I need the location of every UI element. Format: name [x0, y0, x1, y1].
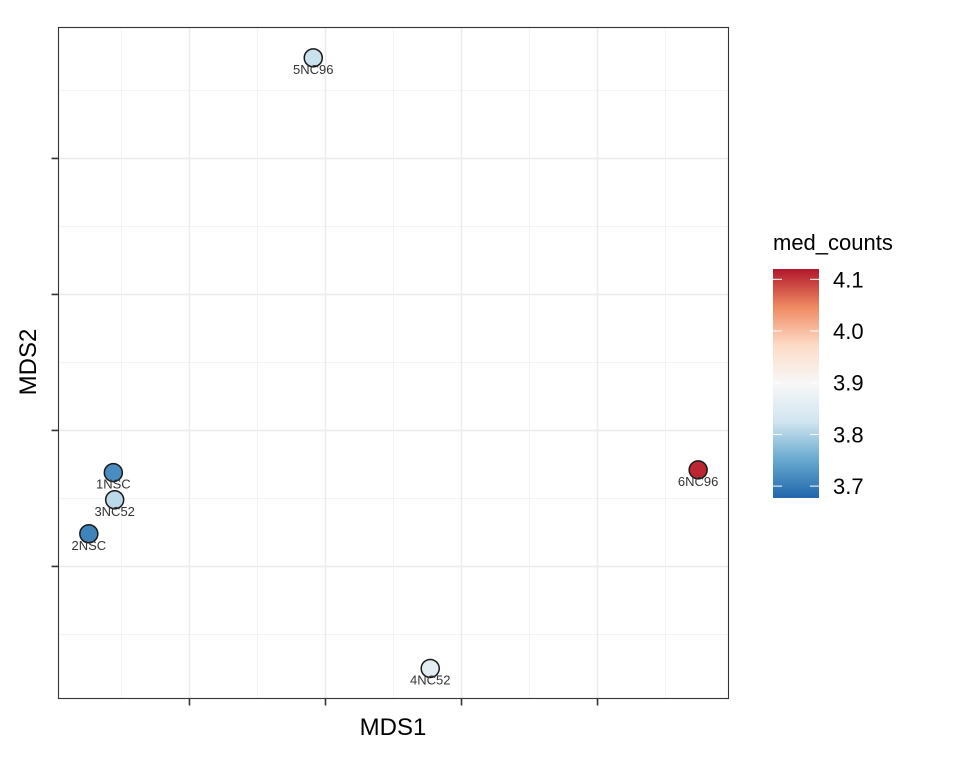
data-point-3NC52: 3NC52 [94, 490, 135, 519]
colorbar-tick-label: 3.9 [833, 371, 864, 396]
point-label: 1NSC [96, 477, 131, 492]
colorbar-tick-label: 3.8 [833, 422, 864, 447]
point-marker [420, 658, 440, 679]
point-marker [104, 490, 125, 510]
point-marker [303, 48, 324, 68]
data-point-5NC96: 5NC96 [293, 48, 333, 77]
point-marker [688, 460, 708, 480]
data-point-2NSC: 2NSC [71, 524, 106, 553]
point-marker [103, 462, 124, 483]
point-label: 2NSC [71, 538, 106, 553]
colorbar-tick-label: 4.0 [833, 319, 864, 344]
data-point-6NC96: 6NC96 [678, 460, 718, 489]
colorbar [773, 269, 819, 498]
legend-title: med_counts [773, 230, 893, 255]
point-label: 3NC52 [94, 504, 134, 519]
axis-ticks [51, 157, 599, 706]
color-legend: med_counts 4.1 4.0 3.9 3.8 3.7 [773, 230, 893, 499]
x-axis-label: MDS1 [360, 714, 427, 741]
points: 1NSC 2NSC 3NC52 4NC52 5NC96 6NC96 [71, 48, 718, 687]
plot-panel-border [57, 26, 730, 700]
point-label: 4NC52 [410, 672, 450, 687]
colorbar-tick-label: 3.7 [833, 474, 864, 499]
grid [58, 27, 729, 699]
point-label: 6NC96 [678, 474, 718, 489]
point-label: 5NC96 [293, 62, 333, 77]
data-point-1NSC: 1NSC [96, 462, 131, 492]
colorbar-tick-label: 4.1 [833, 267, 864, 292]
data-point-4NC52: 4NC52 [410, 658, 450, 687]
y-axis-label: MDS2 [15, 329, 42, 396]
point-marker [79, 524, 99, 544]
